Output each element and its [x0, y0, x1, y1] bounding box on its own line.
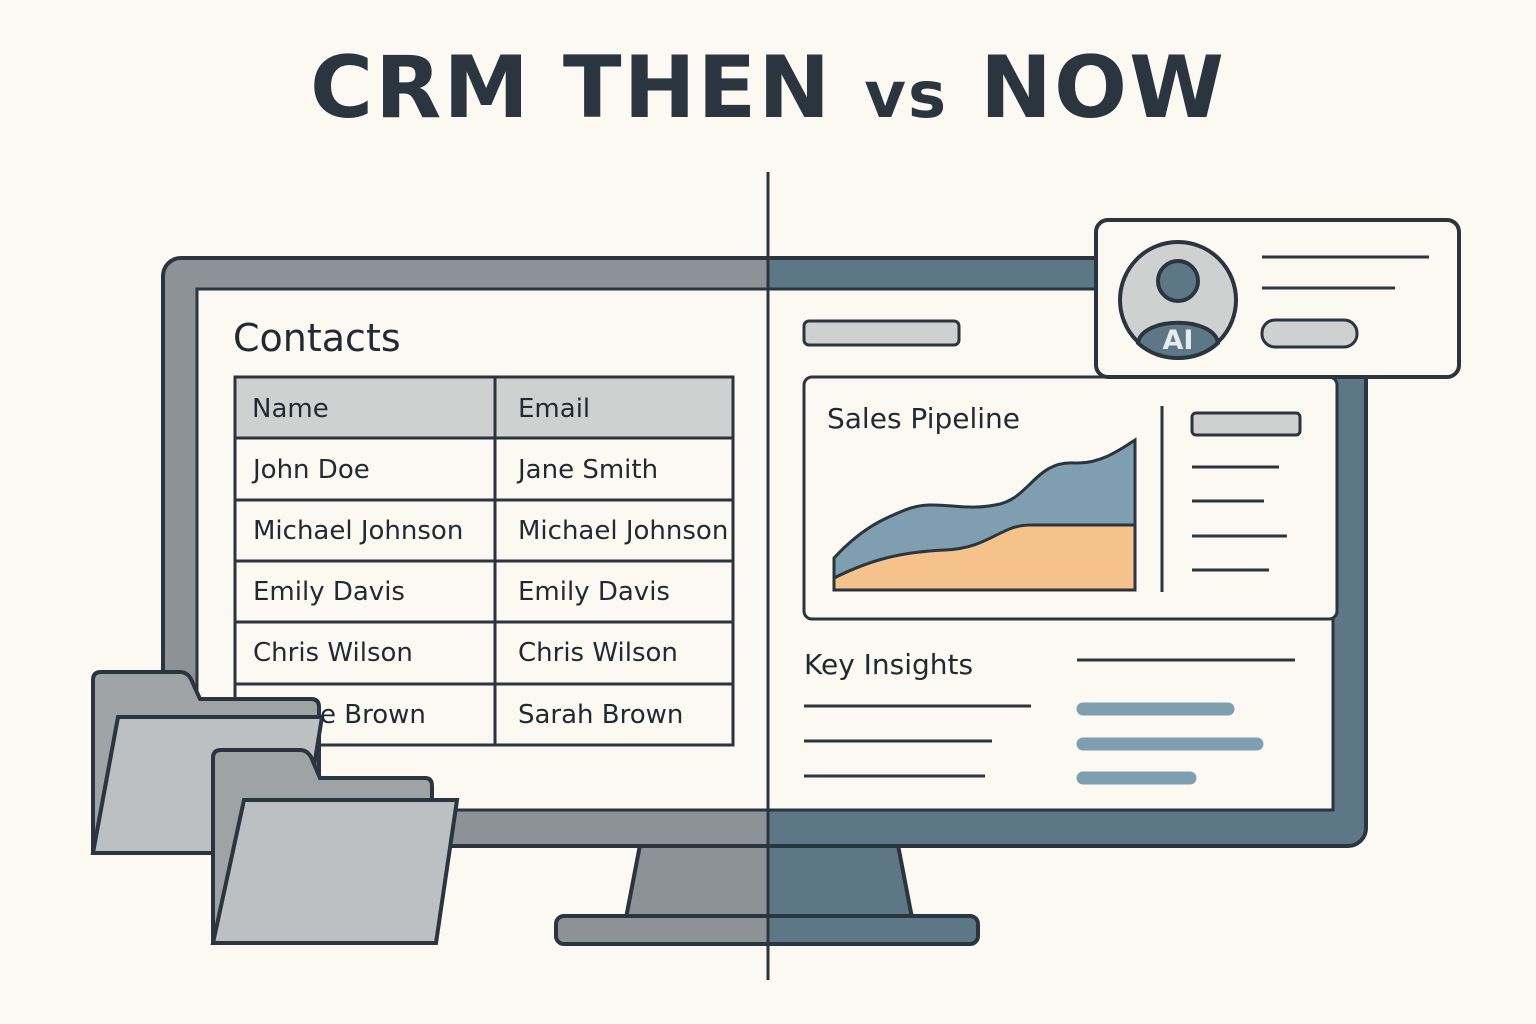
ai-profile-card — [1094, 218, 1461, 379]
title-vs: vs — [864, 59, 949, 133]
placeholder-bar — [802, 319, 961, 347]
column-header-name: Name — [252, 394, 329, 424]
title-now: NOW — [979, 38, 1226, 138]
table-cell: e Brown — [320, 700, 426, 730]
table-cell: Michael Johnson — [518, 516, 729, 546]
table-cell: Emily Davis — [518, 577, 670, 607]
table-cell: Sarah Brown — [518, 700, 684, 730]
pipeline-area-bottom — [832, 523, 1137, 592]
monitor-stand-now — [768, 843, 980, 946]
table-cell: Michael Johnson — [253, 516, 464, 546]
sales-pipeline-card — [802, 375, 1339, 621]
key-insights-heading: Key Insights — [804, 648, 974, 681]
contacts-heading: Contacts — [233, 316, 401, 360]
table-cell: Emily Davis — [253, 577, 405, 607]
folder-icon — [210, 748, 460, 945]
title-then: CRM THEN — [310, 38, 833, 138]
key-insights-lines — [804, 658, 1295, 785]
sales-pipeline-heading: Sales Pipeline — [827, 402, 1021, 435]
contacts-table — [233, 375, 735, 747]
table-cell: Chris Wilson — [253, 638, 413, 668]
column-header-email: Email — [518, 394, 591, 424]
table-cell: John Doe — [253, 455, 370, 485]
ai-badge-label: AI — [1162, 325, 1194, 356]
table-cell: Chris Wilson — [518, 638, 678, 668]
page-title: CRM THEN vs NOW — [0, 38, 1536, 138]
table-cell: Jane Smith — [518, 455, 659, 485]
